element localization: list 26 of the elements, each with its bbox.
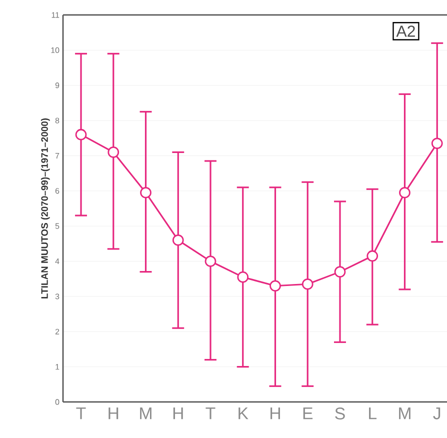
point	[270, 280, 281, 292]
annotation: A2	[396, 26, 415, 37]
x-tick-label: E	[303, 408, 313, 420]
point	[172, 234, 184, 246]
y-axis-title: LTILAN MUUTOS (2070–99)–(1971–2000)	[40, 118, 50, 298]
point	[399, 186, 410, 198]
x-tick-label: K	[238, 408, 248, 420]
x-tick-label: T	[76, 408, 86, 420]
x-tick-label: M	[399, 408, 410, 420]
x-tick-label: H	[270, 408, 280, 420]
point	[204, 256, 216, 267]
x-tick-label: H	[173, 408, 183, 420]
x-tick-label: M	[140, 408, 152, 420]
x-tick-label: L	[369, 408, 377, 420]
point	[237, 271, 249, 283]
x-tick-label: T	[206, 408, 216, 420]
x-tick-label: J	[433, 408, 440, 420]
x-tick-label: H	[108, 408, 118, 420]
point	[431, 138, 443, 150]
point	[366, 250, 378, 262]
point	[334, 266, 346, 278]
point	[75, 128, 87, 140]
point	[302, 278, 314, 290]
point	[108, 146, 120, 158]
x-tick-label: S	[335, 408, 345, 420]
point	[140, 186, 152, 198]
